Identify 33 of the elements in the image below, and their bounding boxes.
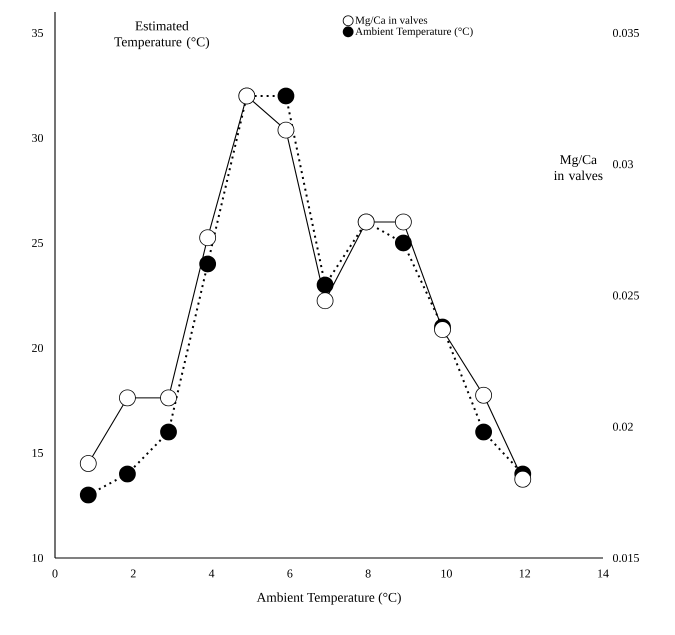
- point: [199, 256, 216, 272]
- x-axis-title: Ambient Temperature (°C): [256, 592, 401, 605]
- y2-tick-label: 0.015: [612, 554, 639, 562]
- y-tick-label: 35: [32, 28, 44, 38]
- point: [160, 424, 177, 440]
- point: [119, 466, 136, 482]
- y2-tick-label: 0.025: [612, 291, 639, 300]
- y2-tick-label: 0.035: [612, 28, 639, 38]
- legend-label: Mg/Ca in valves: [355, 16, 428, 26]
- y-tick-label: 15: [32, 448, 44, 457]
- point: [434, 321, 451, 338]
- y2-axis-title: Mg/Ca in valves: [554, 155, 603, 180]
- y-tick-label: 30: [32, 134, 44, 142]
- legend-label: Ambient Temperature (°C): [355, 27, 473, 38]
- x-tick-label: 12: [520, 570, 530, 578]
- y2-tick-label: 0.02: [612, 422, 633, 431]
- x-tick-label: 4: [208, 570, 214, 578]
- x-tick-label: 10: [442, 570, 452, 578]
- y-tick-label: 10: [32, 554, 44, 562]
- y-tick-label: 25: [32, 238, 44, 248]
- y2-tick-label: 0.03: [612, 160, 633, 168]
- y-tick-label: 20: [32, 344, 44, 352]
- x-tick-label: 8: [366, 570, 371, 578]
- x-tick-label: 6: [287, 570, 292, 578]
- point: [80, 486, 97, 504]
- point: [394, 234, 412, 252]
- point: [278, 88, 294, 104]
- y-axis-title: Estimated Temperature (°C): [114, 20, 210, 50]
- x-tick-label: 0: [52, 570, 58, 578]
- point: [514, 470, 532, 488]
- point: [475, 424, 492, 440]
- x-tick-label: 14: [598, 570, 609, 578]
- x-tick-label: 2: [130, 570, 136, 578]
